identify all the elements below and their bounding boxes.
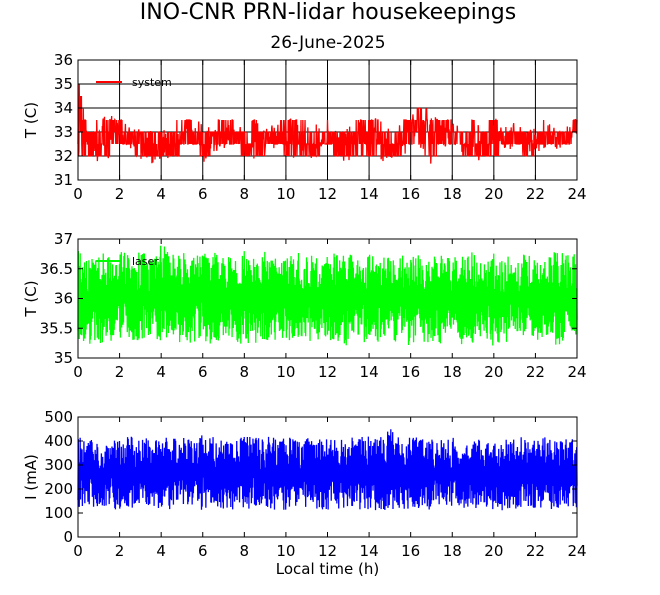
- x-tick-label: 8: [240, 542, 250, 560]
- legend-label: system: [132, 76, 172, 89]
- y-axis-label: T (C): [22, 280, 40, 317]
- y-tick-label: 300: [44, 456, 73, 474]
- x-tick-label: 22: [526, 185, 545, 203]
- x-tick-label: 16: [401, 542, 420, 560]
- x-tick-label: 4: [156, 185, 166, 203]
- x-tick-label: 18: [443, 185, 462, 203]
- x-axis-label: Local time (h): [276, 560, 380, 578]
- x-tick-label: 24: [567, 542, 586, 560]
- x-tick-label: 14: [360, 363, 379, 381]
- data-trace: [77, 245, 578, 346]
- y-tick-label: 34: [54, 99, 73, 117]
- x-tick-label: 18: [443, 542, 462, 560]
- x-tick-label: 16: [401, 363, 420, 381]
- x-tick-label: 0: [73, 542, 83, 560]
- x-tick-label: 4: [156, 542, 166, 560]
- x-tick-label: 2: [115, 185, 125, 203]
- y-tick-label: 0: [63, 528, 73, 546]
- x-tick-label: 20: [484, 185, 503, 203]
- y-tick-label: 36: [54, 51, 73, 69]
- y-tick-label: 35: [54, 75, 73, 93]
- x-tick-label: 24: [567, 363, 586, 381]
- x-tick-label: 16: [401, 185, 420, 203]
- x-tick-label: 12: [318, 185, 337, 203]
- x-tick-label: 12: [318, 363, 337, 381]
- x-tick-label: 6: [198, 185, 208, 203]
- x-tick-label: 10: [276, 185, 295, 203]
- x-tick-label: 14: [360, 542, 379, 560]
- y-tick-label: 400: [44, 432, 73, 450]
- y-tick-label: 36: [54, 290, 73, 308]
- y-tick-label: 35.5: [40, 319, 73, 337]
- y-tick-label: 31: [54, 171, 73, 189]
- figure-title: INO-CNR PRN-lidar housekeepings: [140, 0, 516, 25]
- y-tick-label: 35: [54, 349, 73, 367]
- x-tick-label: 22: [526, 542, 545, 560]
- x-tick-label: 4: [156, 363, 166, 381]
- y-tick-label: 500: [44, 408, 73, 426]
- x-tick-label: 6: [198, 542, 208, 560]
- x-tick-label: 14: [360, 185, 379, 203]
- legend-label: laser: [132, 255, 159, 268]
- y-tick-label: 36.5: [40, 260, 73, 278]
- x-tick-label: 20: [484, 542, 503, 560]
- x-tick-label: 6: [198, 363, 208, 381]
- x-tick-label: 24: [567, 185, 586, 203]
- x-tick-label: 10: [276, 542, 295, 560]
- x-tick-label: 2: [115, 363, 125, 381]
- data-trace: [77, 429, 578, 511]
- y-axis-label: T (C): [22, 102, 40, 139]
- y-tick-label: 33: [54, 123, 73, 141]
- x-tick-label: 20: [484, 363, 503, 381]
- x-tick-label: 2: [115, 542, 125, 560]
- x-tick-label: 22: [526, 363, 545, 381]
- x-tick-label: 0: [73, 185, 83, 203]
- y-tick-label: 200: [44, 480, 73, 498]
- x-tick-label: 10: [276, 363, 295, 381]
- y-tick-label: 32: [54, 147, 73, 165]
- x-tick-label: 18: [443, 363, 462, 381]
- x-tick-label: 12: [318, 542, 337, 560]
- figure-subtitle: 26-June-2025: [270, 33, 385, 53]
- x-tick-label: 8: [240, 185, 250, 203]
- data-trace: [77, 83, 578, 164]
- x-tick-label: 8: [240, 363, 250, 381]
- x-tick-label: 0: [73, 363, 83, 381]
- y-axis-label: I (mA): [22, 454, 40, 500]
- y-tick-label: 100: [44, 504, 73, 522]
- y-tick-label: 37: [54, 230, 73, 248]
